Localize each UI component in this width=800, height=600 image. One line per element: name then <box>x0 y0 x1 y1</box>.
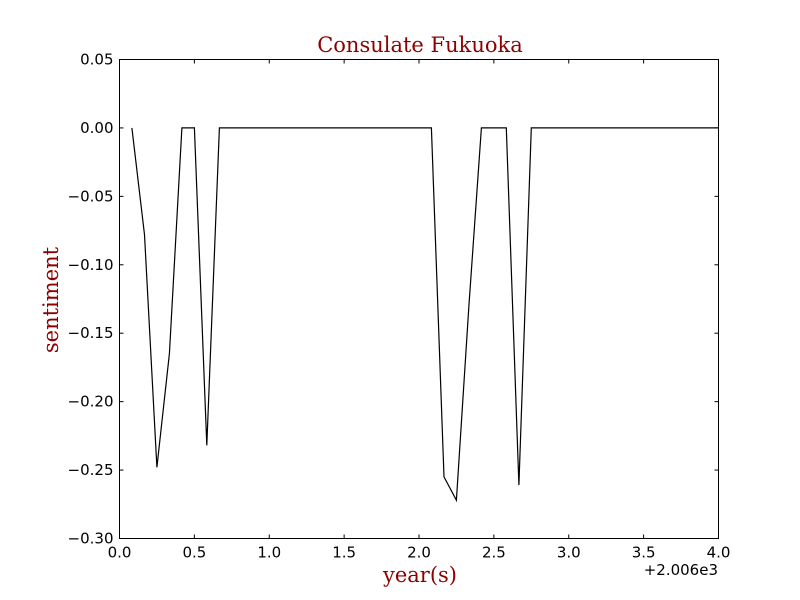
x-axis-offset-label: +2.006e3 <box>644 561 718 579</box>
y-tick-label: −0.30 <box>68 530 114 548</box>
series-line-0 <box>131 127 719 503</box>
x-tick-label: 0.0 <box>108 544 132 562</box>
x-tick-label: 1.5 <box>332 544 356 562</box>
x-tick-label: 0.5 <box>182 544 206 562</box>
x-tick-label: 2.5 <box>482 544 506 562</box>
y-tick-label: −0.15 <box>68 324 114 342</box>
x-tick-label: 1.0 <box>257 544 281 562</box>
y-tick-label: −0.25 <box>68 461 114 479</box>
y-tick-label: −0.10 <box>68 256 114 274</box>
x-axis-title: year(s) <box>382 563 457 587</box>
x-tick-label: 3.5 <box>632 544 656 562</box>
y-tick-label: 0.05 <box>80 51 113 69</box>
x-tick-label: 2.0 <box>407 544 431 562</box>
chart-title: Consulate Fukuoka <box>317 33 523 57</box>
y-tick-label: −0.05 <box>68 187 114 205</box>
y-axis-title: sentiment <box>39 246 63 353</box>
x-tick-label: 3.0 <box>557 544 581 562</box>
y-tick-label: 0.00 <box>80 119 113 137</box>
x-tick-label: 4.0 <box>707 544 731 562</box>
y-tick-label: −0.20 <box>68 393 114 411</box>
